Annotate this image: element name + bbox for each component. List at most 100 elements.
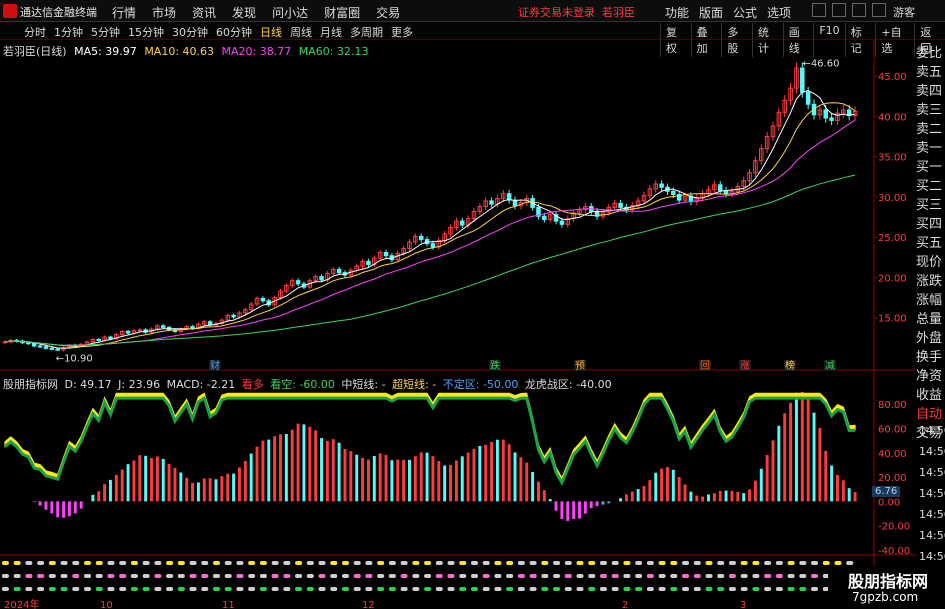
- tool-draw[interactable]: 画线: [782, 23, 814, 57]
- side-item[interactable]: 净资: [916, 369, 943, 384]
- side-item[interactable]: 买三: [916, 198, 943, 213]
- side-item[interactable]: 卖三: [916, 103, 943, 118]
- menu-layout[interactable]: 版面: [699, 6, 724, 20]
- kline-chart[interactable]: 45.0040.0035.0030.0025.0020.0015.00←46.6…: [0, 40, 916, 609]
- signal-dot: [318, 574, 326, 578]
- period-tab-60m[interactable]: 60分钟: [216, 26, 252, 39]
- side-item[interactable]: 收益: [916, 388, 943, 403]
- tool-stats[interactable]: 统计: [752, 23, 783, 57]
- signal-dot: [470, 587, 478, 591]
- signal-dot: [13, 574, 21, 578]
- candle-body: [108, 336, 113, 340]
- period-tab-weekly[interactable]: 周线: [290, 26, 312, 39]
- period-tab-multi[interactable]: 多周期: [350, 26, 383, 39]
- menu-ask[interactable]: 问小达: [272, 6, 309, 20]
- side-item[interactable]: 买五: [916, 236, 943, 251]
- tool-overlay[interactable]: 叠加: [690, 23, 722, 57]
- signal-dot: [646, 561, 654, 565]
- ma20-line: [4, 119, 856, 346]
- menu-market[interactable]: 市场: [152, 6, 177, 20]
- side-item[interactable]: 买一: [916, 160, 943, 175]
- signal-dot: [599, 574, 607, 578]
- period-tab-monthly[interactable]: 月线: [320, 26, 342, 39]
- side-item[interactable]: 总量: [916, 312, 943, 327]
- side-item[interactable]: 卖二: [916, 122, 943, 137]
- side-item[interactable]: 卖四: [916, 84, 943, 99]
- period-tabs: 分时 1分钟 5分钟 15分钟 30分钟 60分钟 日线 周线 月线 多周期 更…: [20, 24, 417, 40]
- period-tab-intraday[interactable]: 分时: [24, 26, 46, 39]
- candle-body: [383, 251, 389, 257]
- side-item[interactable]: 委比: [916, 46, 943, 61]
- side-trade[interactable]: 交易: [916, 426, 943, 441]
- tool-mark[interactable]: 标记: [844, 23, 876, 57]
- candle-body: [835, 112, 840, 121]
- candle-body: [119, 330, 125, 336]
- side-item[interactable]: 买四: [916, 217, 943, 232]
- signal-dot: [482, 587, 490, 591]
- tool-f10[interactable]: F10: [813, 23, 844, 57]
- y-tick-label: 15.00: [878, 314, 907, 325]
- side-item[interactable]: 换手: [916, 350, 943, 365]
- guest-label[interactable]: 游客: [893, 6, 915, 19]
- login-notice[interactable]: 证券交易未登录 若羽臣: [518, 6, 635, 19]
- tool-add-watch[interactable]: +自选: [875, 23, 914, 57]
- candle-body: [682, 195, 688, 201]
- candle-body: [284, 285, 289, 292]
- signal-box: [699, 360, 711, 371]
- signal-dot: [553, 587, 561, 591]
- y-tick-label: 35.00: [878, 153, 907, 164]
- period-tab-5m[interactable]: 5分钟: [91, 26, 120, 39]
- candle-body: [231, 314, 236, 318]
- side-item[interactable]: 买二: [916, 179, 943, 194]
- indicator-d: D: 49.17: [64, 378, 112, 391]
- side-item[interactable]: 涨跌: [916, 274, 943, 289]
- restore-icon[interactable]: [832, 3, 846, 17]
- minimize-icon[interactable]: [812, 3, 826, 17]
- signal-dot: [740, 587, 748, 591]
- signal-dot: [48, 574, 56, 578]
- stock-name: 若羽臣(日线): [3, 45, 67, 58]
- menu-news[interactable]: 资讯: [192, 6, 217, 20]
- candle-body: [659, 183, 664, 188]
- signal-dot: [248, 587, 256, 591]
- menu-options[interactable]: 选项: [767, 6, 792, 20]
- ma-legend: 若羽臣(日线) MA5: 39.97 MA10: 40.63 MA20: 38.…: [3, 43, 372, 59]
- signal-dot: [72, 587, 80, 591]
- period-tab-1m[interactable]: 1分钟: [54, 26, 83, 39]
- menu-trade[interactable]: 交易: [376, 6, 401, 20]
- tool-back[interactable]: 返回: [914, 23, 945, 57]
- side-item[interactable]: 卖五: [916, 65, 943, 80]
- signal-dot: [377, 587, 385, 591]
- candle-body: [430, 243, 436, 248]
- menu-community[interactable]: 财富圈: [324, 6, 361, 20]
- side-item[interactable]: 现价: [916, 255, 943, 270]
- signal-label: 涨: [740, 360, 750, 372]
- side-auto[interactable]: 自动: [916, 407, 943, 422]
- period-tab-15m[interactable]: 15分钟: [128, 26, 164, 39]
- menu-quotes[interactable]: 行情: [112, 6, 137, 20]
- period-tab-more[interactable]: 更多: [391, 26, 413, 39]
- ind-tick-label: 60.00: [878, 424, 907, 435]
- menu-discover[interactable]: 发现: [232, 6, 257, 20]
- maximize-icon[interactable]: [852, 3, 866, 17]
- signal-dot: [764, 587, 772, 591]
- candle-body: [841, 109, 846, 114]
- side-item[interactable]: 卖一: [916, 141, 943, 156]
- candle-body: [459, 220, 465, 226]
- ma5-line: [4, 90, 856, 349]
- tool-multi-stock[interactable]: 多股: [721, 23, 752, 57]
- tool-adjust[interactable]: 复权: [660, 23, 691, 57]
- candle-body: [471, 210, 477, 220]
- side-item[interactable]: 涨幅: [916, 293, 943, 308]
- menu-formula[interactable]: 公式: [733, 6, 758, 20]
- close-icon[interactable]: [872, 3, 886, 17]
- menu-function[interactable]: 功能: [665, 6, 690, 20]
- time-label: 14:56: [919, 466, 945, 479]
- candle-body: [501, 193, 506, 200]
- side-item[interactable]: 外盘: [916, 331, 943, 346]
- candle-body: [612, 202, 617, 208]
- app-name: 通达信金融终端: [20, 6, 97, 19]
- period-tab-daily[interactable]: 日线: [260, 26, 282, 39]
- indicator-name[interactable]: 股朋指标网: [3, 378, 58, 391]
- period-tab-30m[interactable]: 30分钟: [172, 26, 208, 39]
